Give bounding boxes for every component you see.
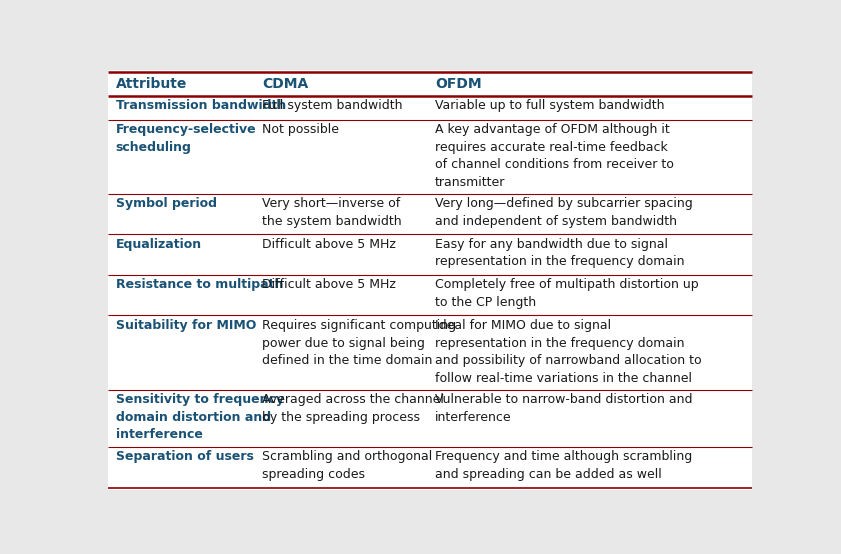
- Text: Transmission bandwidth: Transmission bandwidth: [115, 99, 286, 112]
- Text: A key advantage of OFDM although it
requires accurate real-time feedback
of chan: A key advantage of OFDM although it requ…: [435, 123, 674, 188]
- Text: Variable up to full system bandwidth: Variable up to full system bandwidth: [435, 99, 664, 112]
- Text: Resistance to multipath: Resistance to multipath: [115, 279, 283, 291]
- Text: Completely free of multipath distortion up
to the CP length: Completely free of multipath distortion …: [435, 279, 699, 309]
- Text: Frequency-selective
scheduling: Frequency-selective scheduling: [115, 123, 257, 153]
- Text: Difficult above 5 MHz: Difficult above 5 MHz: [262, 279, 396, 291]
- Text: Suitability for MIMO: Suitability for MIMO: [115, 319, 256, 332]
- Text: Full system bandwidth: Full system bandwidth: [262, 99, 403, 112]
- Text: Attribute: Attribute: [115, 76, 187, 90]
- Text: Not possible: Not possible: [262, 123, 339, 136]
- Text: OFDM: OFDM: [435, 76, 482, 90]
- Text: Vulnerable to narrow-band distortion and
interference: Vulnerable to narrow-band distortion and…: [435, 393, 692, 424]
- Text: Difficult above 5 MHz: Difficult above 5 MHz: [262, 238, 396, 251]
- Text: Symbol period: Symbol period: [115, 197, 216, 210]
- Text: Easy for any bandwidth due to signal
representation in the frequency domain: Easy for any bandwidth due to signal rep…: [435, 238, 685, 268]
- Text: Frequency and time although scrambling
and spreading can be added as well: Frequency and time although scrambling a…: [435, 450, 692, 481]
- Text: Very long—defined by subcarrier spacing
and independent of system bandwidth: Very long—defined by subcarrier spacing …: [435, 197, 693, 228]
- Text: Sensitivity to frequency
domain distortion and
interference: Sensitivity to frequency domain distorti…: [115, 393, 283, 441]
- Text: Averaged across the channel
by the spreading process: Averaged across the channel by the sprea…: [262, 393, 444, 424]
- Text: Separation of users: Separation of users: [115, 450, 253, 464]
- Text: CDMA: CDMA: [262, 76, 309, 90]
- Text: Requires significant computing
power due to signal being
defined in the time dom: Requires significant computing power due…: [262, 319, 457, 367]
- Text: Scrambling and orthogonal
spreading codes: Scrambling and orthogonal spreading code…: [262, 450, 432, 481]
- Text: Ideal for MIMO due to signal
representation in the frequency domain
and possibil: Ideal for MIMO due to signal representat…: [435, 319, 701, 384]
- Text: Equalization: Equalization: [115, 238, 202, 251]
- Text: Very short—inverse of
the system bandwidth: Very short—inverse of the system bandwid…: [262, 197, 402, 228]
